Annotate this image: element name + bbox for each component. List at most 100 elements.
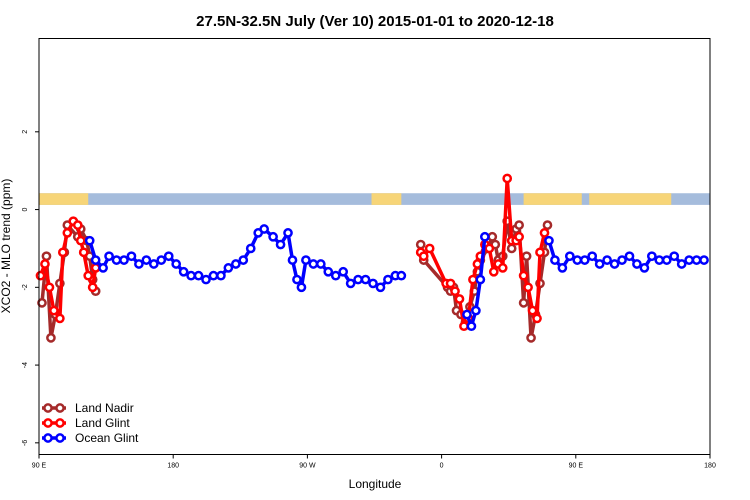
data-point — [468, 274, 478, 285]
data-point — [287, 255, 298, 265]
data-point — [699, 255, 709, 265]
data-point — [572, 255, 583, 265]
data-point — [518, 298, 529, 308]
data-point — [46, 333, 56, 343]
data-point — [330, 270, 341, 281]
legend-item: Land Glint — [42, 416, 130, 430]
data-point — [186, 270, 196, 281]
data-point — [292, 274, 302, 285]
data-point — [514, 231, 524, 242]
legend-label: Land Nadir — [75, 401, 134, 415]
data-point — [445, 278, 456, 289]
data-point — [526, 333, 536, 343]
data-point — [542, 220, 553, 230]
legend-marker — [43, 418, 53, 428]
data-point — [353, 274, 363, 285]
data-point — [296, 282, 307, 293]
data-point — [368, 278, 378, 289]
data-point — [345, 278, 356, 289]
data-point — [35, 270, 46, 281]
land-strip-segment — [371, 193, 402, 205]
data-point — [41, 251, 52, 262]
chart-title: 27.5N-32.5N July (Ver 10) 2015-01-01 to … — [196, 13, 554, 30]
data-point — [37, 298, 47, 308]
data-point — [523, 282, 533, 293]
data-point — [518, 270, 529, 281]
data-point — [424, 243, 435, 254]
data-point — [178, 266, 189, 277]
data-point — [646, 251, 657, 262]
data-point — [301, 255, 311, 265]
data-point — [506, 243, 517, 254]
data-point — [521, 251, 532, 262]
data-point — [238, 255, 249, 265]
data-point — [669, 251, 680, 262]
data-point — [245, 243, 256, 254]
legend-marker — [55, 403, 65, 413]
y-tick-label: -2 — [22, 284, 29, 290]
data-point — [454, 294, 465, 304]
data-point — [90, 255, 101, 265]
legend-marker — [55, 433, 65, 443]
data-point — [134, 259, 144, 269]
data-point — [201, 274, 211, 285]
data-point — [471, 305, 481, 316]
plot-frame — [38, 38, 711, 455]
data-point — [75, 235, 86, 246]
x-tick-label: 90 E — [32, 463, 47, 470]
x-axis-label: Longitude — [349, 477, 402, 491]
data-point — [315, 259, 326, 269]
data-point — [383, 274, 393, 285]
data-point — [535, 247, 545, 258]
data-point — [557, 263, 568, 273]
data-point — [484, 243, 495, 254]
data-point — [323, 266, 334, 277]
data-point — [171, 259, 182, 269]
y-tick-label: 2 — [22, 130, 29, 134]
data-point — [539, 228, 550, 238]
land-strip-segment — [39, 193, 89, 205]
data-point — [375, 282, 386, 293]
data-point — [661, 255, 672, 265]
data-point — [283, 228, 293, 238]
data-point — [472, 259, 483, 269]
data-point — [475, 274, 486, 285]
data-point — [579, 255, 590, 265]
data-point — [148, 259, 159, 269]
legend-label: Ocean Glint — [75, 431, 139, 445]
data-point — [338, 266, 349, 277]
data-point — [691, 255, 702, 265]
data-point — [90, 263, 101, 273]
data-point — [550, 255, 560, 265]
data-point — [532, 313, 542, 324]
data-point — [141, 255, 152, 265]
x-tick-label: 90 W — [299, 463, 316, 470]
data-point — [58, 247, 68, 258]
legend-label: Land Glint — [75, 416, 130, 430]
data-point — [617, 255, 627, 265]
data-point — [654, 255, 665, 265]
data-point — [497, 263, 508, 273]
plot-area — [35, 173, 710, 343]
data-point — [126, 251, 137, 262]
data-point — [163, 251, 174, 262]
data-point — [78, 247, 89, 258]
data-point — [502, 173, 513, 184]
data-point — [487, 231, 498, 242]
data-point — [544, 235, 554, 246]
data-point — [156, 255, 167, 265]
data-point — [602, 255, 612, 265]
land-strip-segment — [589, 193, 672, 205]
data-point — [83, 270, 94, 281]
data-point — [415, 239, 426, 250]
data-point — [259, 224, 270, 234]
data-point — [564, 251, 575, 262]
legend-marker — [43, 403, 53, 413]
y-tick-label: -6 — [22, 440, 29, 446]
data-point — [514, 220, 524, 230]
data-point — [308, 259, 319, 269]
data-point — [462, 309, 472, 320]
legend-marker — [43, 433, 53, 443]
